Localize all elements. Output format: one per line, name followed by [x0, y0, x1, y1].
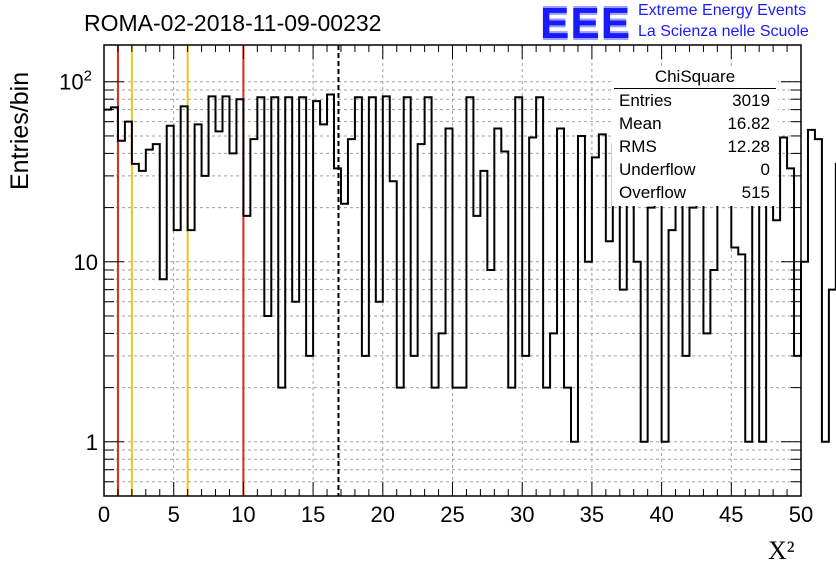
stats-value: 0 — [760, 160, 770, 179]
x-tick-label: 40 — [649, 502, 673, 527]
stats-row-mean: Mean 16.82 — [612, 112, 778, 135]
eee-logo-line1: Extreme Energy Events — [638, 2, 807, 19]
stats-label: Entries — [619, 91, 672, 110]
stats-label: Overflow — [619, 183, 687, 202]
y-tick-label: 10 — [74, 250, 98, 275]
stats-label: Mean — [619, 114, 662, 133]
x-tick-label: 35 — [580, 502, 604, 527]
x-tick-label: 25 — [440, 502, 464, 527]
histogram-line — [104, 93, 836, 443]
x-axis-label: X² — [768, 536, 795, 565]
stats-value: 515 — [741, 183, 770, 202]
eee-logo: EEE — [540, 0, 632, 48]
stats-row-rms: RMS 12.28 — [612, 135, 778, 158]
stats-row-overflow: Overflow 515 — [612, 181, 778, 204]
stats-box: ChiSquare Entries 3019 Mean 16.82 RMS 12… — [612, 66, 778, 206]
x-tick-label: 0 — [98, 502, 110, 527]
eee-logo-line2: La Scienza nelle Scuole — [638, 23, 809, 40]
y-tick-label: 1 — [86, 430, 98, 455]
x-tick-label: 45 — [719, 502, 743, 527]
x-tick-label: 20 — [371, 502, 395, 527]
y-axis-label: Entries/bin — [6, 71, 34, 190]
y-tick-label: 102 — [59, 68, 92, 95]
axis-ticks — [103, 45, 802, 497]
axis-tick-labels: 0 5 10 15 20 25 30 35 40 45 50 1 10 102 — [59, 68, 813, 527]
x-tick-label: 15 — [301, 502, 325, 527]
stats-value: 12.28 — [727, 137, 770, 156]
stats-label: RMS — [619, 137, 657, 156]
stats-label: Underflow — [619, 160, 696, 179]
stats-title: ChiSquare — [614, 66, 776, 89]
x-tick-label: 5 — [168, 502, 180, 527]
stats-value: 16.82 — [727, 114, 770, 133]
x-tick-label: 50 — [789, 502, 813, 527]
x-tick-label: 30 — [510, 502, 534, 527]
run-title: ROMA-02-2018-11-09-00232 — [84, 10, 382, 36]
stats-row-underflow: Underflow 0 — [612, 158, 778, 181]
stats-row-entries: Entries 3019 — [612, 89, 778, 112]
histogram-series — [104, 93, 836, 443]
stats-value: 3019 — [732, 91, 770, 110]
x-tick-label: 10 — [231, 502, 255, 527]
